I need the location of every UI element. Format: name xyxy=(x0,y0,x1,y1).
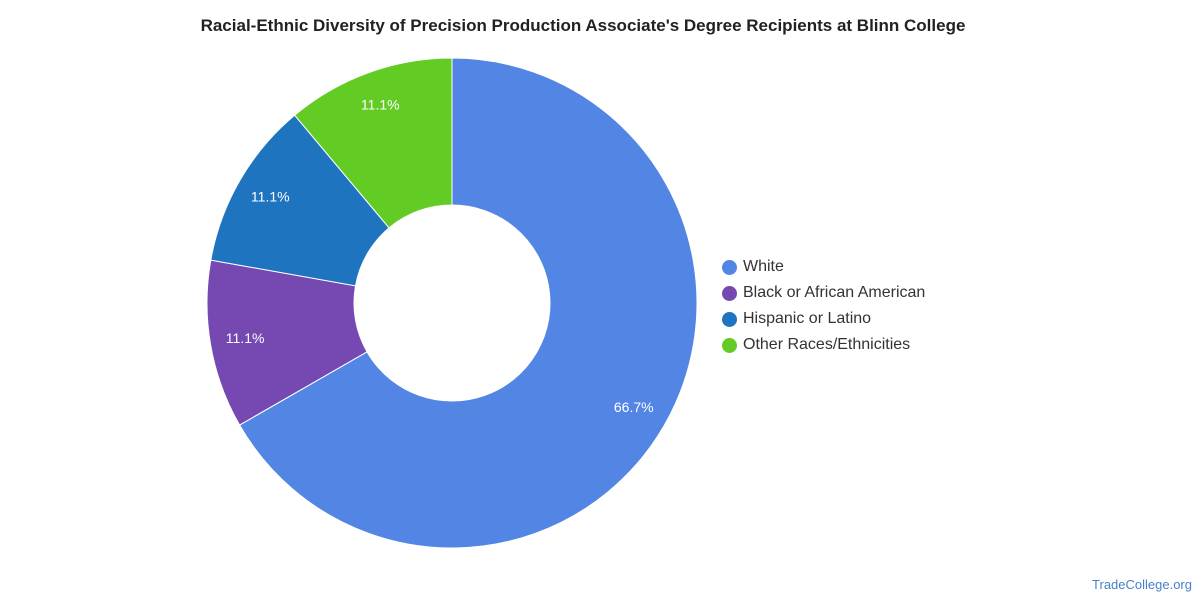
legend-swatch-3 xyxy=(722,337,737,353)
legend-swatch-2 xyxy=(722,311,737,327)
legend-label-0: White xyxy=(743,258,784,275)
donut-slice-0[interactable] xyxy=(238,57,698,549)
legend-label-3: Other Races/Ethnicities xyxy=(743,336,911,353)
legend-item-0[interactable]: White xyxy=(722,254,925,280)
donut-slice-3[interactable] xyxy=(293,57,453,229)
donut-slice-2[interactable] xyxy=(210,114,390,287)
legend-item-2[interactable]: Hispanic or Latino xyxy=(722,306,925,332)
slice-label-1: 11.1% xyxy=(226,330,265,346)
slice-label-3: 11.1% xyxy=(361,96,400,112)
legend-label-1: Black or African American xyxy=(743,284,926,301)
slice-label-0: 66.7% xyxy=(614,399,654,415)
legend-swatch-0 xyxy=(722,259,737,275)
legend-label-2: Hispanic or Latino xyxy=(743,310,872,327)
legend-swatch-1 xyxy=(722,285,737,301)
donut-slice-1[interactable] xyxy=(206,259,368,426)
legend-item-3[interactable]: Other Races/Ethnicities xyxy=(722,332,925,358)
legend: White Black or African American Hispanic o… xyxy=(722,254,925,358)
chart-title: Racial-Ethnic Diversity of Precision Pro… xyxy=(200,16,966,35)
legend-item-1[interactable]: Black or African American xyxy=(722,280,925,306)
source-credit[interactable]: TradeCollege.org xyxy=(1092,577,1192,592)
slice-label-2: 11.1% xyxy=(251,189,290,205)
